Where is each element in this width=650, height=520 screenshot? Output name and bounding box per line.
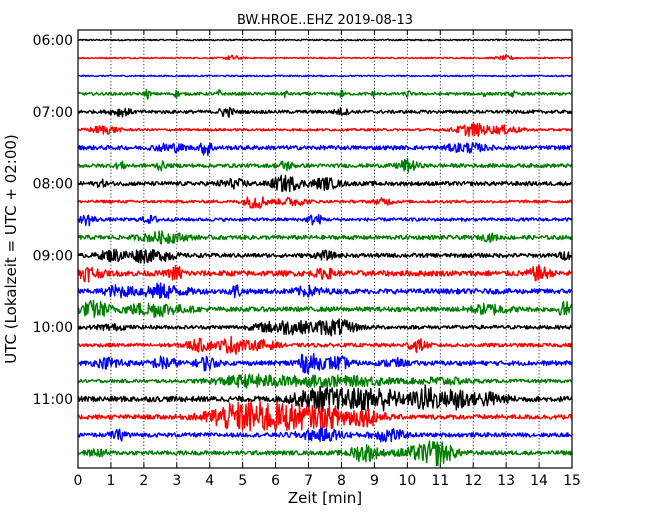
- x-tick-label: 8: [337, 473, 346, 489]
- trace-0700: [77, 106, 573, 118]
- y-axis-ticks: 06:00 07:00 08:00 09:00 10:00 11:00: [33, 33, 572, 408]
- trace-0930: [77, 282, 573, 300]
- y-tick-label: 07:00: [33, 105, 73, 121]
- x-axis-ticks: 0 1 2 3 4 5 6 7 8 9 10 11 12 13 14 15: [74, 30, 581, 489]
- trace-1000: [77, 318, 573, 337]
- trace-1130: [77, 427, 573, 443]
- x-tick-label: 9: [370, 473, 379, 489]
- x-tick-label: 7: [304, 473, 313, 489]
- x-tick-label: 14: [530, 473, 548, 489]
- x-tick-label: 6: [271, 473, 280, 489]
- x-tick-label: 13: [497, 473, 515, 489]
- x-tick-label: 12: [464, 473, 482, 489]
- trace-1030: [77, 352, 573, 375]
- trace-0845: [77, 230, 573, 245]
- trace-0800: [77, 174, 573, 193]
- trace-1015: [77, 335, 573, 355]
- trace-0600: [77, 38, 573, 42]
- trace-0645: [77, 88, 573, 100]
- y-tick-label: 06:00: [33, 33, 73, 49]
- trace-1115: [77, 399, 573, 432]
- trace-0945: [77, 299, 573, 318]
- y-tick-label: 08:00: [33, 177, 73, 193]
- x-tick-label: 15: [563, 473, 581, 489]
- x-axis-label: Zeit [min]: [288, 489, 362, 507]
- y-tick-label: 09:00: [33, 248, 73, 264]
- trace-0915: [77, 264, 573, 283]
- trace-1145: [77, 440, 573, 467]
- trace-0730: [77, 142, 573, 156]
- trace-1100: [77, 384, 573, 413]
- trace-0745: [77, 157, 573, 173]
- x-tick-label: 0: [74, 473, 83, 489]
- x-tick-label: 1: [106, 473, 115, 489]
- y-tick-label: 10:00: [33, 320, 73, 336]
- trace-0900: [77, 248, 573, 264]
- trace-0815: [77, 196, 573, 209]
- x-tick-label: 2: [139, 473, 148, 489]
- x-tick-label: 10: [398, 473, 416, 489]
- x-tick-label: 11: [431, 473, 449, 489]
- trace-0830: [77, 213, 573, 227]
- trace-0615: [77, 54, 573, 61]
- seismic-traces: [77, 38, 573, 467]
- y-tick-label: 11:00: [33, 392, 73, 408]
- trace-0630: [77, 74, 573, 78]
- x-tick-label: 3: [172, 473, 181, 489]
- x-tick-label: 5: [238, 473, 247, 489]
- trace-0715: [77, 122, 573, 138]
- plot-frame: [77, 29, 573, 469]
- x-tick-label: 4: [205, 473, 214, 489]
- chart-title: BW.HROE..EHZ 2019-08-13: [237, 13, 413, 28]
- trace-1045: [77, 373, 573, 389]
- y-axis-label: UTC (Lokalzeit = UTC + 02:00): [2, 134, 20, 364]
